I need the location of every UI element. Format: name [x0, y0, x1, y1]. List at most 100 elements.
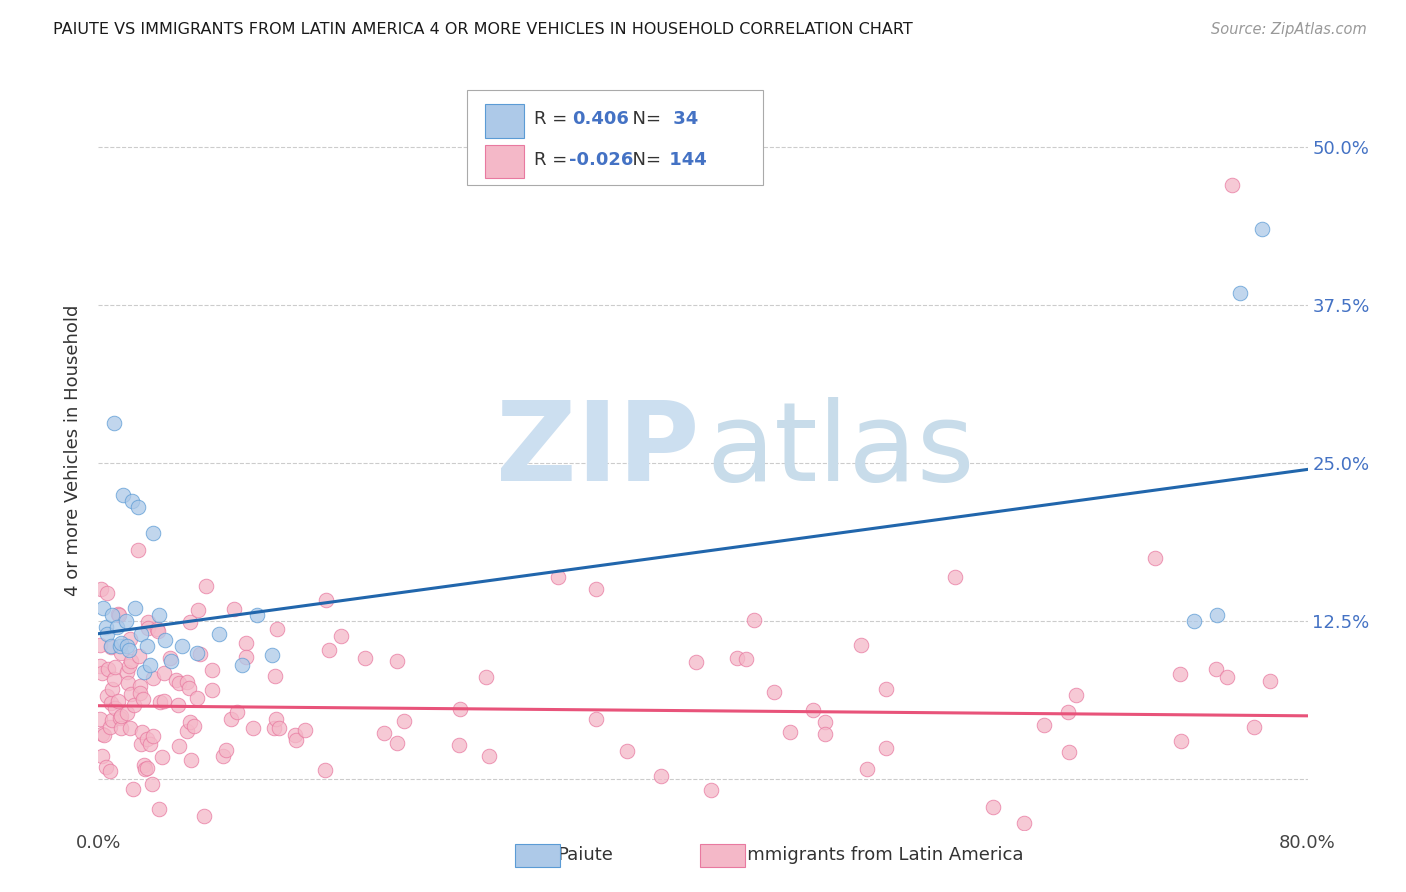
Point	[118, 643, 141, 657]
Point	[149, 695, 172, 709]
Point	[134, 762, 156, 776]
FancyBboxPatch shape	[485, 104, 524, 137]
Point	[167, 739, 190, 754]
Point	[1220, 178, 1243, 193]
Point	[188, 647, 211, 661]
Point	[1064, 688, 1087, 702]
Point	[314, 763, 336, 777]
Point	[179, 714, 201, 729]
Point	[385, 736, 408, 750]
Text: 0.406: 0.406	[572, 110, 630, 128]
Point	[91, 749, 114, 764]
Point	[318, 643, 340, 657]
Point	[226, 706, 249, 720]
Point	[167, 675, 190, 690]
Point	[849, 638, 872, 652]
Point	[142, 672, 165, 686]
Point	[685, 655, 707, 669]
Point	[1144, 550, 1167, 565]
Point	[135, 761, 157, 775]
Point	[585, 712, 607, 726]
Point	[110, 710, 132, 724]
Point	[1206, 607, 1229, 622]
Point	[1056, 706, 1078, 720]
Point	[114, 614, 136, 628]
Point	[96, 585, 118, 599]
Point	[263, 721, 285, 735]
Point	[224, 601, 246, 615]
Text: N=: N=	[621, 151, 661, 169]
Point	[107, 607, 129, 622]
Point	[108, 640, 131, 654]
Text: Source: ZipAtlas.com: Source: ZipAtlas.com	[1211, 22, 1367, 37]
Point	[89, 638, 111, 652]
Point	[100, 764, 122, 779]
Text: atlas: atlas	[707, 397, 976, 504]
Point	[179, 681, 201, 695]
Point	[129, 626, 152, 640]
Point	[215, 743, 238, 757]
Point	[96, 690, 118, 704]
Point	[129, 686, 152, 700]
Point	[120, 721, 142, 735]
Point	[100, 713, 122, 727]
Point	[1243, 720, 1265, 734]
Point	[1258, 673, 1281, 688]
Point	[1205, 662, 1227, 676]
Point	[180, 753, 202, 767]
Y-axis label: 4 or more Vehicles in Household: 4 or more Vehicles in Household	[65, 305, 83, 596]
Point	[127, 500, 149, 515]
Point	[141, 776, 163, 790]
Point	[735, 652, 758, 666]
Point	[262, 648, 284, 662]
Point	[266, 622, 288, 636]
Point	[219, 712, 242, 726]
Point	[89, 658, 111, 673]
Text: Paiute: Paiute	[557, 847, 613, 864]
Point	[100, 696, 122, 710]
Point	[127, 543, 149, 558]
Point	[152, 665, 174, 680]
Point	[118, 658, 141, 673]
Point	[779, 724, 801, 739]
Point	[124, 698, 146, 713]
Point	[132, 692, 155, 706]
Text: Immigrants from Latin America: Immigrants from Latin America	[742, 847, 1024, 864]
Point	[111, 488, 134, 502]
Point	[150, 749, 173, 764]
Point	[100, 640, 122, 654]
Point	[105, 620, 128, 634]
Point	[201, 682, 224, 697]
Point	[186, 646, 208, 660]
Point	[264, 669, 287, 683]
Point	[120, 687, 142, 701]
Point	[129, 679, 152, 693]
Point	[97, 662, 120, 676]
Text: ZIP: ZIP	[496, 397, 699, 504]
Point	[1251, 222, 1274, 236]
Point	[90, 727, 112, 741]
Point	[165, 673, 187, 688]
Point	[385, 654, 408, 668]
Point	[700, 783, 723, 797]
Point	[94, 620, 117, 634]
FancyBboxPatch shape	[467, 90, 763, 186]
Point	[193, 809, 215, 823]
Point	[120, 654, 142, 668]
Point	[117, 665, 139, 679]
Point	[801, 703, 824, 717]
Point	[449, 702, 471, 716]
Point	[742, 613, 765, 627]
Point	[132, 665, 155, 679]
Point	[103, 673, 125, 687]
Point	[107, 694, 129, 708]
Point	[110, 709, 132, 723]
Point	[89, 712, 111, 726]
Point	[91, 666, 114, 681]
Point	[235, 636, 257, 650]
Point	[284, 728, 307, 742]
Point	[474, 670, 496, 684]
Point	[170, 640, 193, 654]
Point	[115, 640, 138, 654]
Point	[943, 570, 966, 584]
